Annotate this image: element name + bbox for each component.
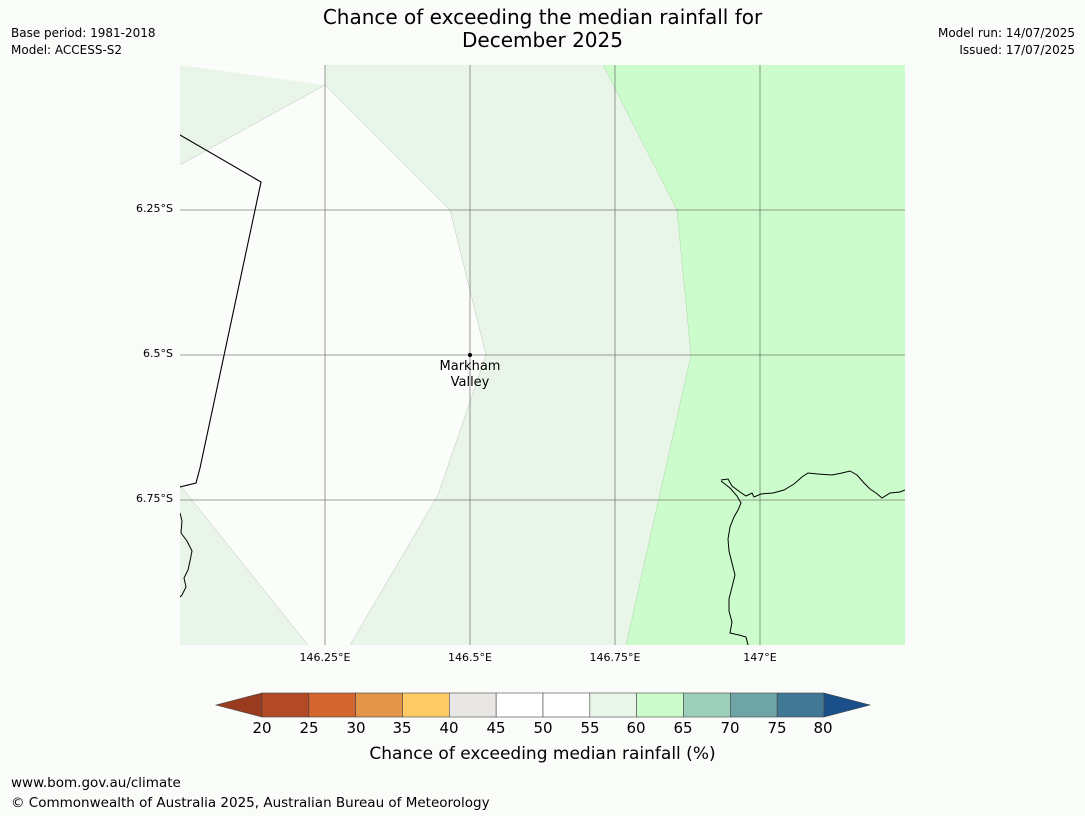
- colorbar-segment-75-80: [776, 692, 825, 718]
- colorbar-segment-30-35: [355, 692, 403, 718]
- colorbar-tick-50: 50: [533, 719, 553, 737]
- province-boundary: [180, 134, 262, 488]
- colorbar-tick-80: 80: [813, 719, 833, 737]
- colorbar-tick-30: 30: [346, 719, 366, 737]
- lon-tick-146-25: 146.25°E: [299, 651, 351, 664]
- colorbar-segment-25-30: [308, 692, 356, 718]
- lat-tick-6-75: 6.75°S: [136, 492, 173, 505]
- colorbar-tick-60: 60: [626, 719, 646, 737]
- base-period-text: Base period: 1981-2018: [11, 26, 156, 40]
- coastline-west: [180, 512, 193, 598]
- lat-tick-6-25: 6.25°S: [136, 202, 173, 215]
- colorbar-tick-45: 45: [486, 719, 506, 737]
- colorbar-segment-70-75: [730, 692, 778, 718]
- colorbar-tick-70: 70: [720, 719, 740, 737]
- colorbar-over-arrow: [823, 692, 872, 718]
- colorbar-segments: [261, 692, 825, 718]
- colorbar-segment-60-65: [636, 692, 684, 718]
- colorbar-under-arrow: [214, 692, 263, 718]
- lon-tick-146-5: 146.5°E: [448, 651, 492, 664]
- lon-tick-147: 147°E: [743, 651, 777, 664]
- place-label-markham-valley: Markham Valley: [425, 359, 515, 391]
- colorbar-tick-75: 75: [767, 719, 787, 737]
- contour-55-west: [180, 84, 487, 645]
- model-run-text: Model run: 14/07/2025: [937, 26, 1075, 40]
- colorbar-tick-55: 55: [580, 719, 600, 737]
- place-name-line-1: Markham: [439, 359, 501, 374]
- colorbar-tick-65: 65: [673, 719, 693, 737]
- colorbar-tick-35: 35: [392, 719, 412, 737]
- colorbar-tick-40: 40: [439, 719, 459, 737]
- colorbar-segment-40-45: [449, 692, 497, 718]
- rainfall-map[interactable]: [180, 65, 905, 645]
- colorbar-tick-25: 25: [299, 719, 319, 737]
- title-line-2: December 2025: [462, 28, 623, 52]
- colorbar-tick-20: 20: [252, 719, 272, 737]
- lat-tick-6-5: 6.5°S: [143, 347, 173, 360]
- colorbar: [214, 692, 872, 718]
- meta-left: Base period: 1981-2018 Model: ACCESS-S2: [11, 25, 156, 59]
- title-line-1: Chance of exceeding the median rainfall …: [322, 5, 763, 29]
- coastline-east: [720, 470, 905, 499]
- colorbar-title: Chance of exceeding median rainfall (%): [369, 744, 716, 764]
- colorbar-segment-35-40: [402, 692, 450, 718]
- chart-title: Chance of exceeding the median rainfall …: [0, 6, 1085, 52]
- footer-copyright: © Commonwealth of Australia 2025, Austra…: [11, 795, 490, 811]
- place-name-line-2: Valley: [450, 375, 490, 390]
- place-marker-dot: [468, 353, 472, 357]
- colorbar-segment-55-60: [589, 692, 637, 718]
- colorbar-segment-45-50: [495, 692, 544, 718]
- colorbar-segment-20-25: [261, 692, 310, 718]
- lon-tick-146-75: 146.75°E: [589, 651, 641, 664]
- meta-right: Model run: 14/07/2025 Issued: 17/07/2025: [938, 25, 1075, 59]
- contour-55-southwest: [180, 484, 309, 645]
- colorbar-segment-50-55: [542, 692, 591, 718]
- model-text: Model: ACCESS-S2: [11, 43, 123, 57]
- issued-text: Issued: 17/07/2025: [959, 43, 1075, 57]
- colorbar-segment-65-70: [683, 692, 731, 718]
- map-band-55-60-top-left: [180, 65, 325, 165]
- footer-url[interactable]: www.bom.gov.au/climate: [11, 775, 181, 791]
- river-estuary: [720, 480, 749, 645]
